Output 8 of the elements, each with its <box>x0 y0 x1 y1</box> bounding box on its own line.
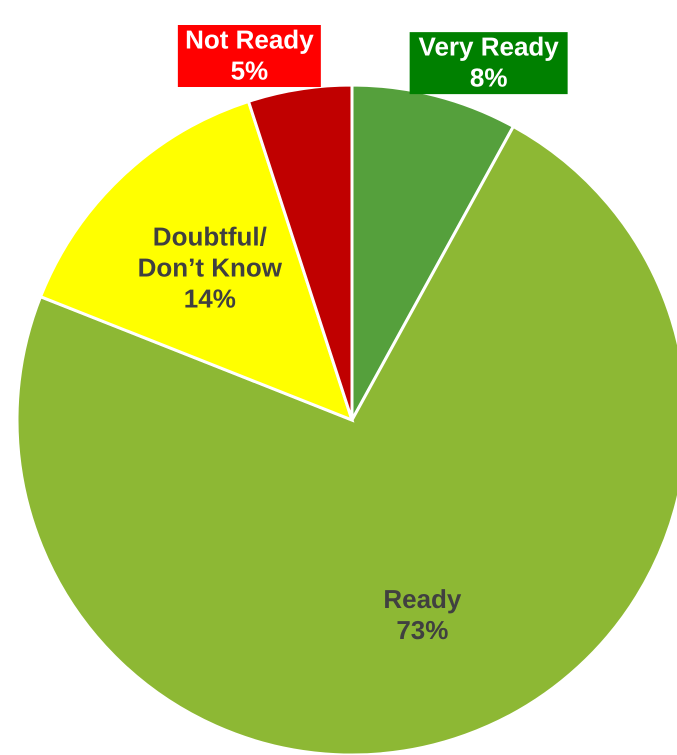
data-label: 73% <box>396 614 448 645</box>
data-label: 14% <box>184 284 236 314</box>
data-label: 5% <box>230 56 268 86</box>
slice-label: Doubtful/ Don’t Know <box>138 222 283 283</box>
data-label: 8% <box>470 62 508 93</box>
slice-label: Very Ready <box>418 32 560 62</box>
slice-label: Ready <box>383 584 462 614</box>
slice-label: Not Ready <box>185 24 314 55</box>
